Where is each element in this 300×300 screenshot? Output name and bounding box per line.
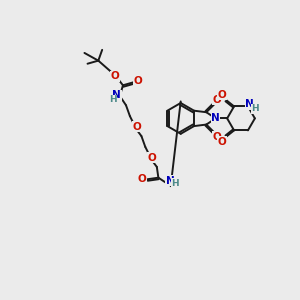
- Text: O: O: [134, 76, 143, 86]
- Text: H: H: [109, 95, 117, 104]
- Text: H: H: [251, 104, 259, 113]
- Text: O: O: [213, 95, 221, 105]
- Text: N: N: [211, 113, 220, 123]
- Text: O: O: [218, 90, 226, 100]
- Text: O: O: [138, 174, 147, 184]
- Text: N: N: [166, 176, 174, 186]
- Text: N: N: [112, 90, 121, 100]
- Text: O: O: [218, 137, 226, 147]
- Text: O: O: [213, 132, 221, 142]
- Text: N: N: [245, 99, 254, 109]
- Text: O: O: [111, 71, 120, 81]
- Text: H: H: [172, 178, 179, 188]
- Text: O: O: [148, 153, 157, 163]
- Text: O: O: [132, 122, 141, 132]
